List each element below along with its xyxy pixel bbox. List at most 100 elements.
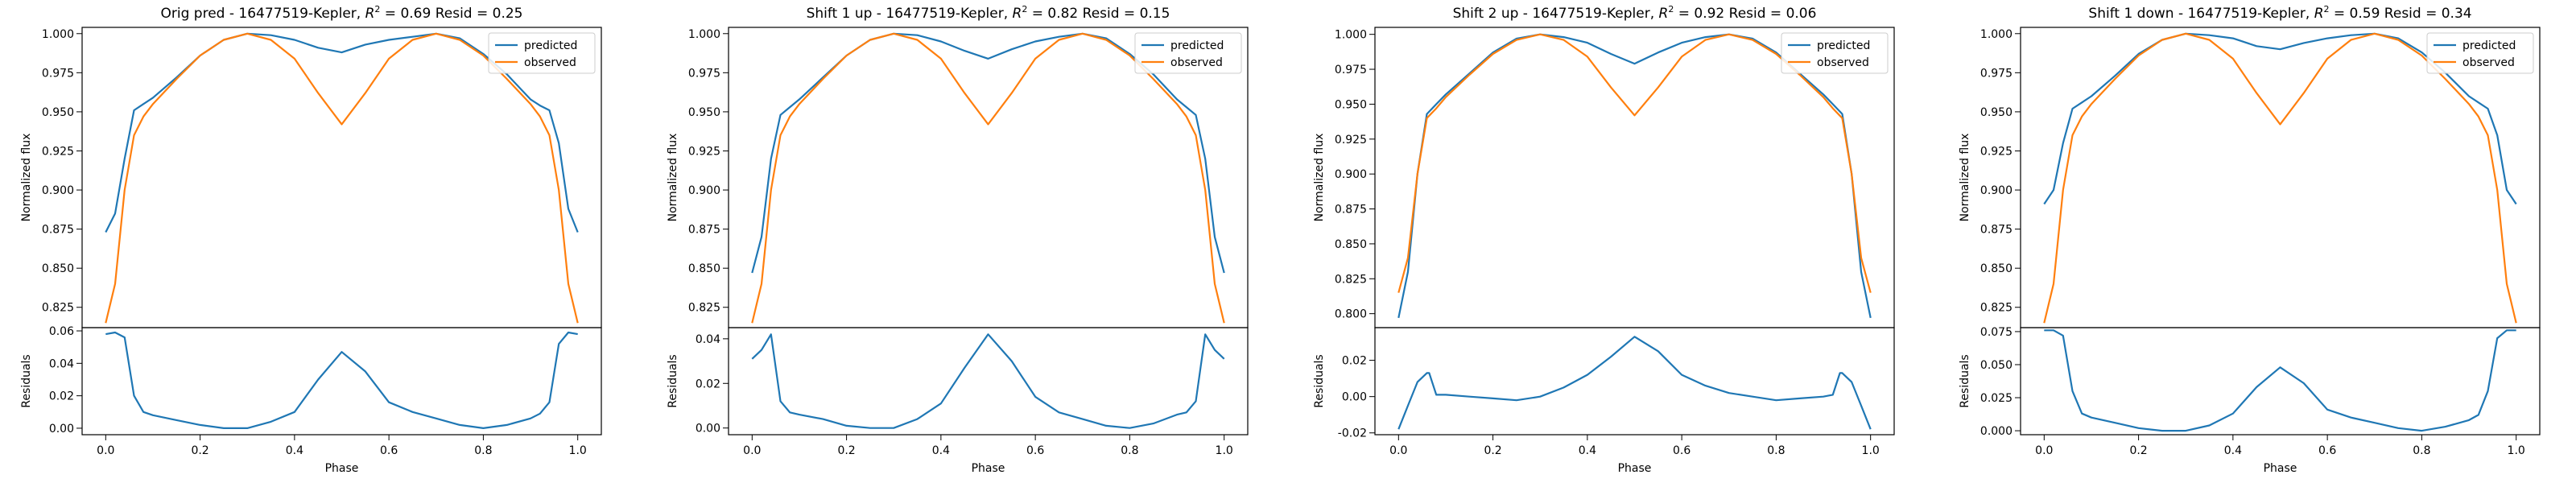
legend-box bbox=[488, 32, 596, 74]
residual-y-tick-label: 0.00 bbox=[49, 423, 74, 436]
series-line-observed bbox=[751, 32, 1225, 324]
residual-axis-label: Residuals bbox=[1959, 354, 1971, 407]
y-tick-label: 0.950 bbox=[1335, 98, 1367, 111]
chart-title-r-symbol: R bbox=[1013, 6, 1022, 22]
y-tick-label: 0.875 bbox=[688, 224, 720, 237]
residual-y-tick-label: 0.025 bbox=[1980, 392, 2013, 405]
x-tick-label: 0.2 bbox=[1484, 444, 1501, 457]
chart-title: Shift 1 up - 16477519-Kepler, R2 = 0.82 … bbox=[807, 4, 1170, 22]
chart-panel-3: Shift 2 up - 16477519-Kepler, R2 = 0.92 … bbox=[1313, 4, 1895, 475]
y-tick-label: 0.825 bbox=[1335, 273, 1367, 286]
y-tick-label: 0.950 bbox=[688, 106, 720, 119]
y-tick-label: 1.000 bbox=[688, 28, 720, 41]
x-tick-label: 1.0 bbox=[1216, 444, 1233, 457]
chart-title-prefix: Orig pred - 16477519-Kepler, bbox=[161, 6, 365, 22]
residual-axis-label: Residuals bbox=[667, 354, 679, 407]
residual-y-tick-label: 0.075 bbox=[1980, 326, 2013, 339]
y-tick-label: 0.825 bbox=[688, 302, 720, 315]
x-tick-label: 0.2 bbox=[837, 444, 855, 457]
x-tick-label: 0.0 bbox=[743, 444, 761, 457]
chart-title: Orig pred - 16477519-Kepler, R2 = 0.69 R… bbox=[161, 4, 523, 22]
chart-title-prefix: Shift 1 up - 16477519-Kepler, bbox=[807, 6, 1013, 22]
y-tick-label: 0.900 bbox=[1980, 184, 2013, 197]
y-tick-label: 0.850 bbox=[1980, 262, 2013, 275]
x-tick-label: 0.8 bbox=[2413, 444, 2430, 457]
series-line-observed bbox=[105, 32, 579, 324]
chart-title-r-symbol: R bbox=[2314, 6, 2324, 22]
x-tick-label: 0.6 bbox=[2318, 444, 2336, 457]
chart-title: Shift 1 down - 16477519-Kepler, R2 = 0.5… bbox=[2088, 4, 2471, 22]
series-line-observed bbox=[1397, 33, 1872, 293]
legend-box bbox=[1781, 32, 1889, 74]
series-line-predicted bbox=[1397, 33, 1872, 319]
y-tick-label: 0.950 bbox=[1980, 106, 2013, 119]
residual-line bbox=[1397, 336, 1872, 430]
y-tick-label: 0.875 bbox=[1335, 204, 1367, 217]
residual-y-tick-label: -0.02 bbox=[1338, 427, 1367, 440]
residual-line bbox=[751, 333, 1225, 429]
y-tick-label: 1.000 bbox=[1335, 29, 1367, 42]
residual-axes-frame bbox=[2020, 327, 2541, 436]
x-tick-label: 0.0 bbox=[2035, 444, 2053, 457]
x-tick-label: 0.8 bbox=[474, 444, 492, 457]
y-tick-label: 0.875 bbox=[42, 224, 74, 237]
y-tick-label: 0.800 bbox=[1335, 308, 1367, 321]
x-tick-label: 0.4 bbox=[286, 444, 303, 457]
residual-line bbox=[105, 331, 578, 430]
x-tick-label: 0.4 bbox=[932, 444, 950, 457]
series-line-predicted bbox=[2043, 32, 2517, 205]
y-tick-label: 0.900 bbox=[42, 184, 74, 197]
y-tick-label: 0.850 bbox=[42, 262, 74, 275]
x-tick-label: 1.0 bbox=[2508, 444, 2525, 457]
chart-title-suffix: = 0.69 Resid = 0.25 bbox=[380, 6, 522, 22]
chart-title-superscript: 2 bbox=[1668, 4, 1674, 14]
chart-title-superscript: 2 bbox=[1022, 4, 1027, 14]
legend-box bbox=[2426, 32, 2534, 74]
residual-y-tick-label: 0.02 bbox=[1342, 355, 1367, 368]
y-tick-label: 0.975 bbox=[688, 67, 720, 80]
y-tick-label: 1.000 bbox=[1980, 28, 2013, 41]
legend-label-predicted: predicted bbox=[1817, 39, 1870, 52]
x-tick-label: 0.6 bbox=[1026, 444, 1044, 457]
y-tick-label: 0.925 bbox=[688, 145, 720, 158]
series-line-predicted bbox=[751, 32, 1225, 274]
chart-title-r-symbol: R bbox=[1659, 6, 1669, 22]
series-line-predicted bbox=[105, 32, 579, 233]
chart-title: Shift 2 up - 16477519-Kepler, R2 = 0.92 … bbox=[1453, 4, 1817, 22]
y-axis-label: Normalized flux bbox=[1959, 134, 1971, 222]
x-tick-label: 0.8 bbox=[1767, 444, 1785, 457]
x-axis-label: Phase bbox=[972, 462, 1005, 475]
residual-y-tick-label: 0.00 bbox=[1342, 391, 1367, 404]
chart-title-suffix: = 0.59 Resid = 0.34 bbox=[2330, 6, 2472, 22]
legend-label-observed: observed bbox=[2462, 56, 2515, 69]
y-tick-label: 0.825 bbox=[42, 302, 74, 315]
residual-y-tick-label: 0.02 bbox=[696, 378, 720, 390]
residual-axis-label: Residuals bbox=[1313, 354, 1326, 407]
x-tick-label: 0.0 bbox=[97, 444, 114, 457]
y-tick-label: 0.925 bbox=[1980, 145, 2013, 158]
residual-y-tick-label: 0.06 bbox=[49, 325, 74, 338]
chart-title-suffix: = 0.92 Resid = 0.06 bbox=[1674, 6, 1816, 22]
x-tick-label: 0.0 bbox=[1389, 444, 1407, 457]
y-tick-label: 1.000 bbox=[42, 28, 74, 41]
residual-line bbox=[2044, 329, 2516, 432]
chart-title-prefix: Shift 1 down - 16477519-Kepler, bbox=[2088, 6, 2314, 22]
chart-title-prefix: Shift 2 up - 16477519-Kepler, bbox=[1453, 6, 1659, 22]
legend-label-predicted: predicted bbox=[524, 39, 577, 52]
chart-title-superscript: 2 bbox=[2324, 4, 2330, 14]
x-tick-label: 0.2 bbox=[2129, 444, 2147, 457]
y-tick-label: 0.825 bbox=[1980, 302, 2013, 315]
chart-panel-1: Orig pred - 16477519-Kepler, R2 = 0.69 R… bbox=[20, 4, 602, 475]
x-tick-label: 0.6 bbox=[380, 444, 398, 457]
x-tick-label: 0.8 bbox=[1121, 444, 1138, 457]
chart-title-r-symbol: R bbox=[365, 6, 375, 22]
x-tick-label: 1.0 bbox=[1862, 444, 1880, 457]
legend-box bbox=[1134, 32, 1242, 74]
residual-y-tick-label: 0.000 bbox=[1980, 425, 2013, 438]
residual-y-tick-label: 0.02 bbox=[49, 390, 74, 403]
residual-axis-label: Residuals bbox=[20, 354, 33, 407]
x-axis-label: Phase bbox=[325, 462, 359, 475]
y-tick-label: 0.975 bbox=[1980, 67, 2013, 80]
x-tick-label: 1.0 bbox=[569, 444, 587, 457]
